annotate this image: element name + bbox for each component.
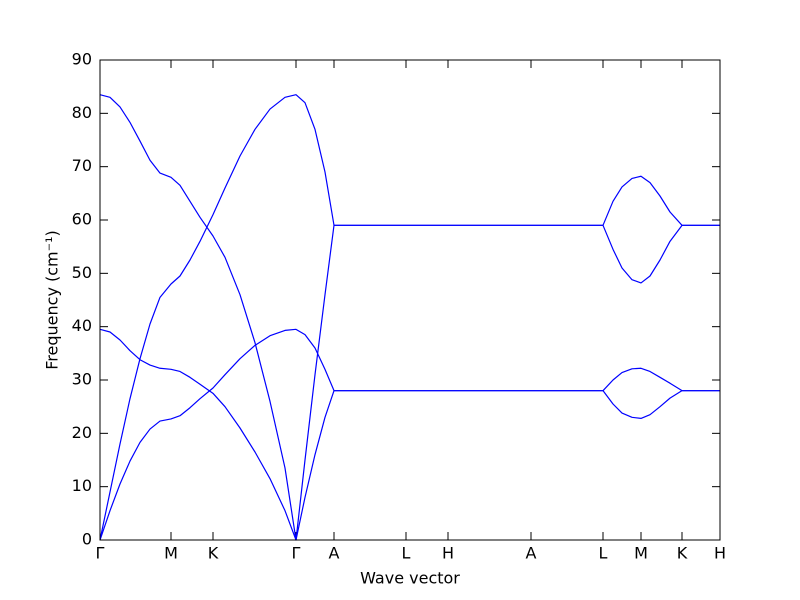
x-tick-label: Γ bbox=[292, 544, 301, 563]
y-tick-label: 90 bbox=[72, 50, 92, 69]
y-tick-label: 40 bbox=[72, 316, 92, 335]
x-tick-label: A bbox=[329, 544, 340, 563]
x-tick-label: K bbox=[208, 544, 219, 563]
y-tick-label: 30 bbox=[72, 370, 92, 389]
y-axis-label: Frequency (cm⁻¹) bbox=[43, 230, 62, 369]
x-tick-label: L bbox=[599, 544, 608, 563]
y-tick-label: 80 bbox=[72, 103, 92, 122]
y-tick-label: 70 bbox=[72, 156, 92, 175]
plot-frame bbox=[99, 59, 721, 541]
x-tick-label: M bbox=[164, 544, 178, 563]
x-tick-label: L bbox=[402, 544, 411, 563]
x-tick-label: A bbox=[526, 544, 537, 563]
x-tick-label: K bbox=[677, 544, 688, 563]
y-tick-label: 0 bbox=[82, 530, 92, 549]
band-line bbox=[99, 94, 720, 541]
band-line bbox=[99, 328, 720, 541]
x-axis-label: Wave vector bbox=[360, 569, 460, 588]
y-tick-label: 20 bbox=[72, 423, 92, 442]
x-tick-label: H bbox=[442, 544, 454, 563]
x-tick-label: Γ bbox=[96, 544, 105, 563]
x-tick-label: H bbox=[714, 544, 726, 563]
x-tick-label: M bbox=[634, 544, 648, 563]
y-tick-label: 50 bbox=[72, 263, 92, 282]
y-tick-label: 10 bbox=[72, 476, 92, 495]
y-tick-label: 60 bbox=[72, 210, 92, 229]
